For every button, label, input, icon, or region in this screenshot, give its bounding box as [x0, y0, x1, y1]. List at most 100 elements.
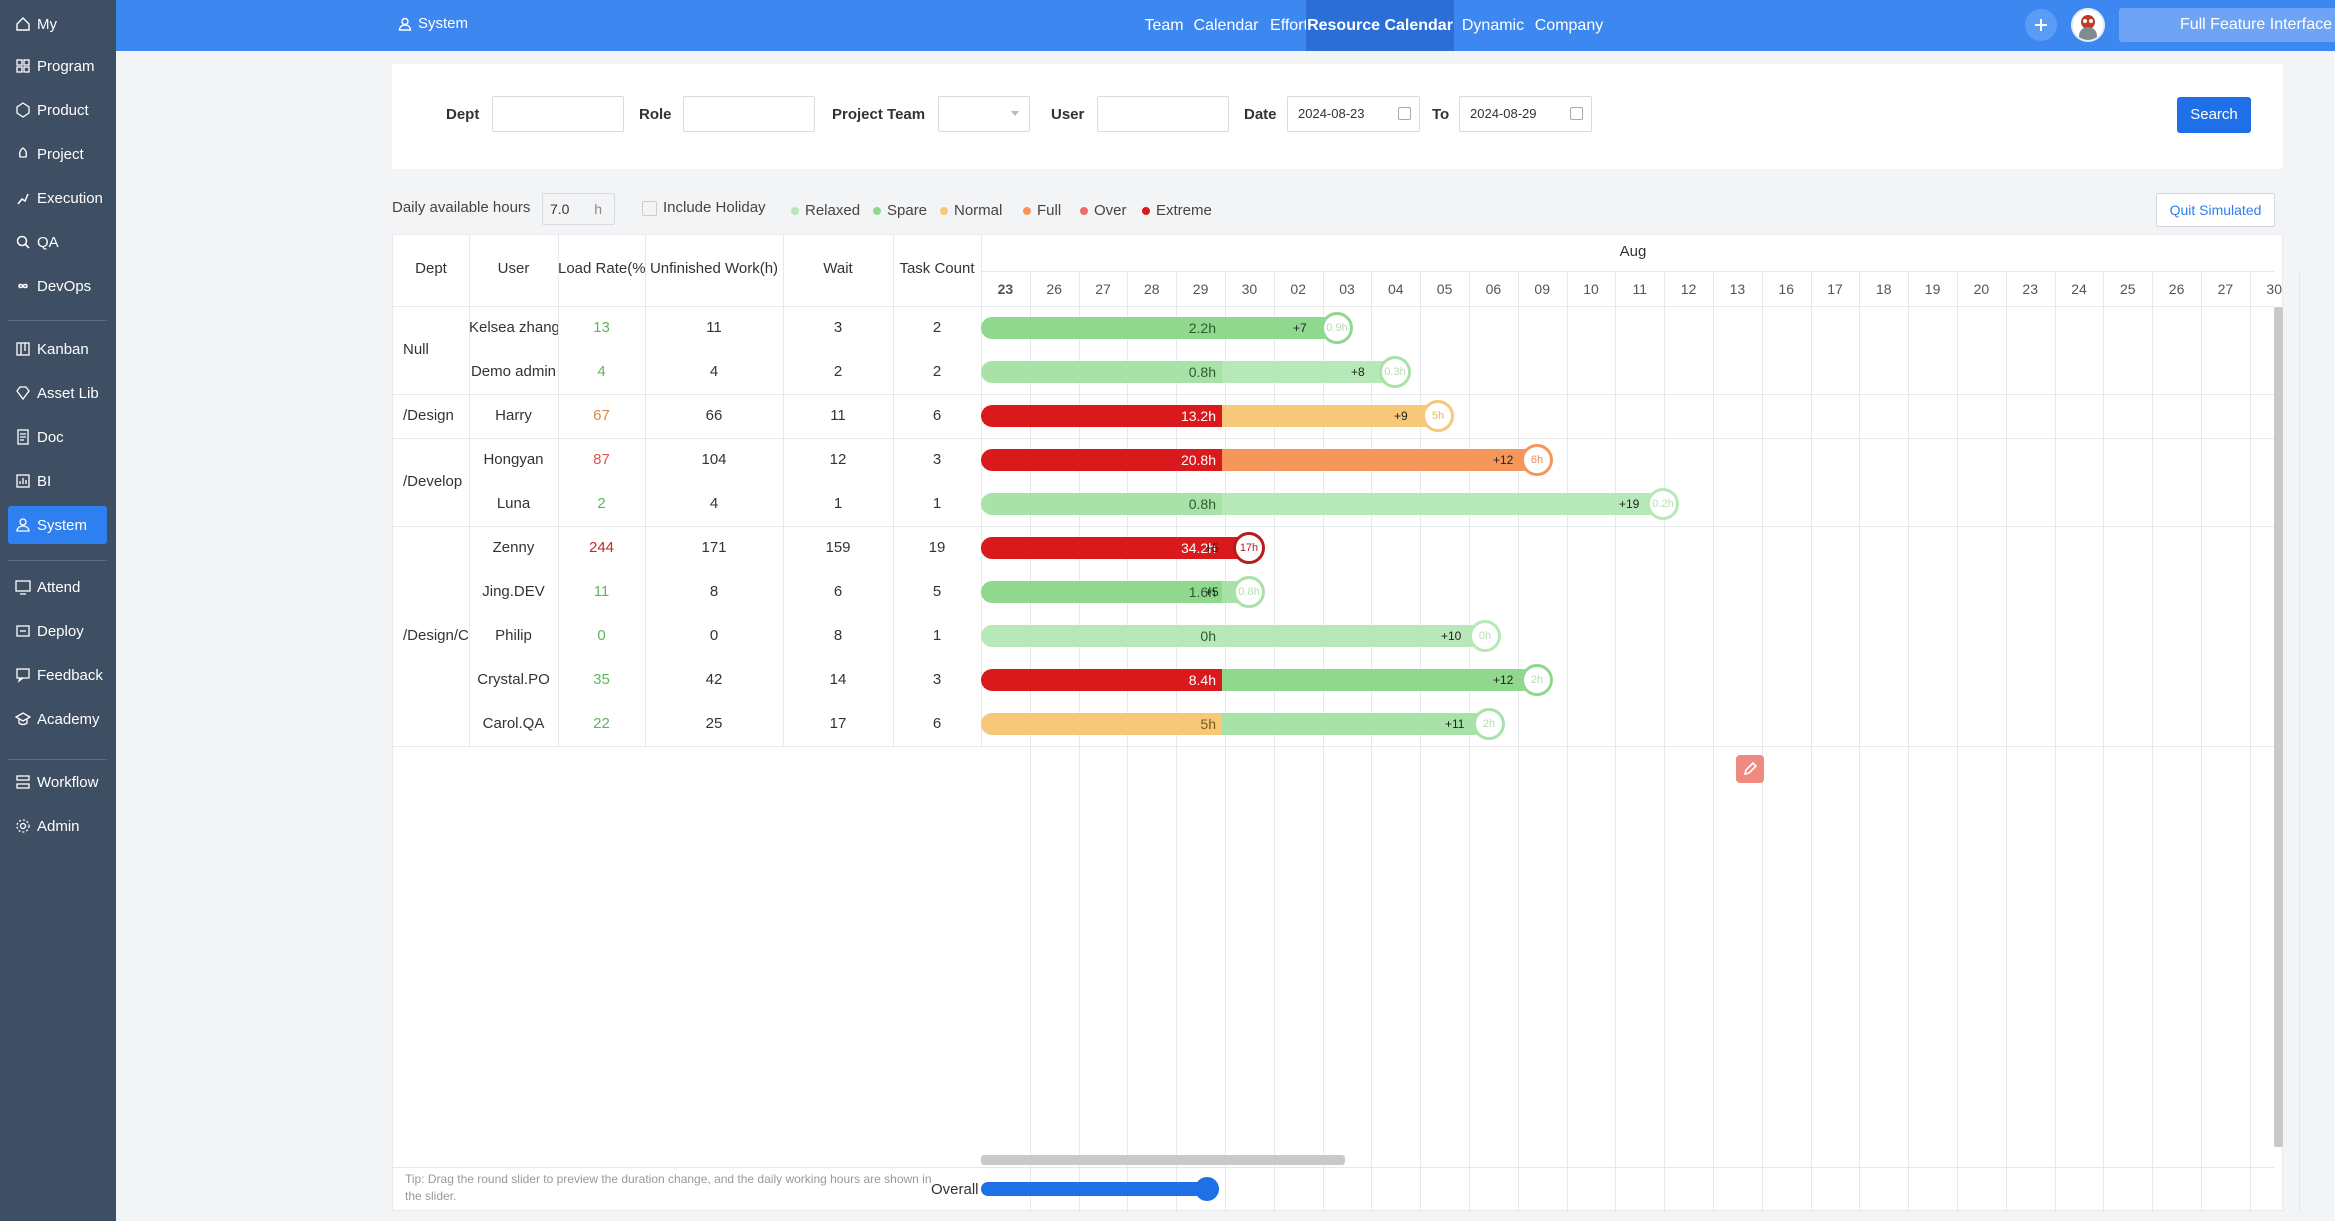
- workload-bar[interactable]: 2.2h: [981, 317, 1341, 339]
- sidebar-item-asset-lib[interactable]: Asset Lib: [8, 374, 107, 412]
- user-icon: [398, 17, 412, 31]
- column-header: User: [497, 260, 530, 277]
- tab-dynamic[interactable]: Dynamic: [1461, 17, 1525, 34]
- sidebar-item-feedback[interactable]: Feedback: [8, 656, 107, 694]
- tab-team[interactable]: Team: [1144, 17, 1184, 34]
- role-label: Role: [639, 106, 672, 123]
- edit-button[interactable]: [1736, 755, 1764, 783]
- bar-extra-days: +19: [1619, 497, 1640, 511]
- sidebar-item-program[interactable]: Program: [8, 47, 107, 85]
- sidebar-item-system[interactable]: System: [8, 506, 107, 544]
- sidebar-item-workflow[interactable]: Workflow: [8, 763, 107, 801]
- day-header: 29: [1192, 281, 1209, 297]
- tab-company[interactable]: Company: [1534, 17, 1604, 34]
- grid-column-line: [1615, 272, 1617, 1212]
- overall-label: Overall: [931, 1181, 979, 1198]
- workload-bar[interactable]: 8.4h: [981, 669, 1541, 691]
- plus-icon: [2035, 19, 2047, 31]
- tab-effort[interactable]: Effort: [1270, 17, 1308, 34]
- sidebar-item-label: Program: [37, 57, 95, 75]
- user-input[interactable]: [1097, 96, 1229, 132]
- unfinished-cell: 104: [701, 451, 727, 468]
- hours-input[interactable]: 7.0 h: [542, 193, 615, 225]
- sidebar-divider: [8, 759, 107, 760]
- calendar-icon[interactable]: [1570, 107, 1583, 120]
- workload-bar[interactable]: 1.6h: [981, 581, 1253, 603]
- sidebar-item-label: Admin: [37, 817, 80, 835]
- sidebar-item-product[interactable]: Product: [8, 91, 107, 129]
- search-button[interactable]: Search: [2177, 97, 2251, 133]
- sidebar-item-doc[interactable]: Doc: [8, 418, 107, 456]
- search-icon: [14, 233, 32, 251]
- sidebar-item-qa[interactable]: QA: [8, 223, 107, 261]
- bar-drag-handle[interactable]: 17h: [1233, 532, 1265, 564]
- dept-input[interactable]: [492, 96, 624, 132]
- date-from-input[interactable]: 2024-08-23: [1287, 96, 1420, 132]
- tab-calendar[interactable]: Calendar: [1193, 17, 1259, 34]
- sidebar-item-devops[interactable]: DevOps: [8, 267, 107, 305]
- tab-resource-calendar[interactable]: Resource Calendar: [1306, 0, 1454, 51]
- options-row: Daily available hours 7.0 h Include Holi…: [392, 193, 2283, 227]
- wait-cell: 3: [833, 319, 843, 336]
- add-button[interactable]: [2025, 9, 2057, 41]
- grid-row-line: [393, 746, 2274, 747]
- user-cell: Crystal.PO: [477, 671, 550, 688]
- bar-drag-handle[interactable]: 0.2h: [1647, 488, 1679, 520]
- overall-slider-handle[interactable]: [1195, 1177, 1219, 1201]
- workload-bar[interactable]: 5h: [981, 713, 1493, 735]
- day-header: 24: [2071, 281, 2087, 297]
- bar-drag-handle[interactable]: 6h: [1521, 444, 1553, 476]
- horizontal-scrollbar[interactable]: [981, 1155, 1345, 1165]
- sidebar-item-kanban[interactable]: Kanban: [8, 330, 107, 368]
- bar-drag-handle[interactable]: 0.3h: [1379, 356, 1411, 388]
- vertical-scrollbar[interactable]: [2274, 307, 2283, 1147]
- full-feature-button[interactable]: Full Feature Interface: [2119, 8, 2335, 42]
- workload-bar[interactable]: 13.2h: [981, 405, 1442, 427]
- bar-drag-handle[interactable]: 2h: [1473, 708, 1505, 740]
- legend-label: Spare: [887, 202, 928, 219]
- sidebar-item-label: Asset Lib: [37, 384, 99, 402]
- avatar[interactable]: [2071, 8, 2105, 42]
- bar-first-day-label: 0.8h: [981, 361, 1222, 383]
- bar-drag-handle[interactable]: 2h: [1521, 664, 1553, 696]
- workload-bar[interactable]: 0h: [981, 625, 1489, 647]
- legend-item-normal: Normal: [940, 202, 1002, 219]
- workload-bar[interactable]: 34.2h: [981, 537, 1253, 559]
- user-cell: Philip: [495, 627, 532, 644]
- sidebar-item-admin[interactable]: Admin: [8, 807, 107, 845]
- day-header: 28: [1144, 281, 1160, 297]
- bar-extra-days: +11: [1445, 717, 1465, 731]
- sidebar-divider: [8, 560, 107, 561]
- sidebar-item-project[interactable]: Project: [8, 135, 107, 173]
- legend-dot: [1080, 206, 1088, 215]
- bar-drag-handle[interactable]: 0.9h: [1321, 312, 1353, 344]
- project-team-select[interactable]: [938, 96, 1030, 132]
- quit-simulated-button[interactable]: Quit Simulated: [2156, 193, 2275, 227]
- sidebar-item-academy[interactable]: Academy: [8, 700, 107, 738]
- section-title[interactable]: System: [398, 15, 468, 32]
- infinity-icon: [14, 277, 32, 295]
- calendar-icon[interactable]: [1398, 107, 1411, 120]
- date-to-value: 2024-08-29: [1470, 106, 1537, 121]
- bar-drag-handle[interactable]: 0h: [1469, 620, 1501, 652]
- role-input[interactable]: [683, 96, 815, 132]
- bar-drag-handle[interactable]: 0.8h: [1233, 576, 1265, 608]
- sidebar-item-attend[interactable]: Attend: [8, 568, 107, 606]
- overall-slider[interactable]: [981, 1182, 1213, 1196]
- day-header: 11: [1632, 281, 1648, 297]
- grid-column-line: [783, 235, 784, 746]
- date-to-input[interactable]: 2024-08-29: [1459, 96, 1592, 132]
- bar-drag-handle[interactable]: 5h: [1422, 400, 1454, 432]
- sidebar-item-deploy[interactable]: Deploy: [8, 612, 107, 650]
- bar-first-day-label: 34.2h: [981, 537, 1222, 559]
- hours-label: Daily available hours: [392, 199, 531, 216]
- legend-dot: [873, 206, 881, 215]
- workload-bar[interactable]: 0.8h: [981, 361, 1399, 383]
- sidebar-item-execution[interactable]: Execution: [8, 179, 107, 217]
- include-holiday-checkbox[interactable]: [642, 201, 657, 216]
- sidebar-item-bi[interactable]: BI: [8, 462, 107, 500]
- sidebar-item-my[interactable]: My: [8, 5, 107, 43]
- workload-bar[interactable]: 20.8h: [981, 449, 1541, 471]
- workload-bar[interactable]: 0.8h: [981, 493, 1667, 515]
- task-count-cell: 6: [932, 715, 942, 732]
